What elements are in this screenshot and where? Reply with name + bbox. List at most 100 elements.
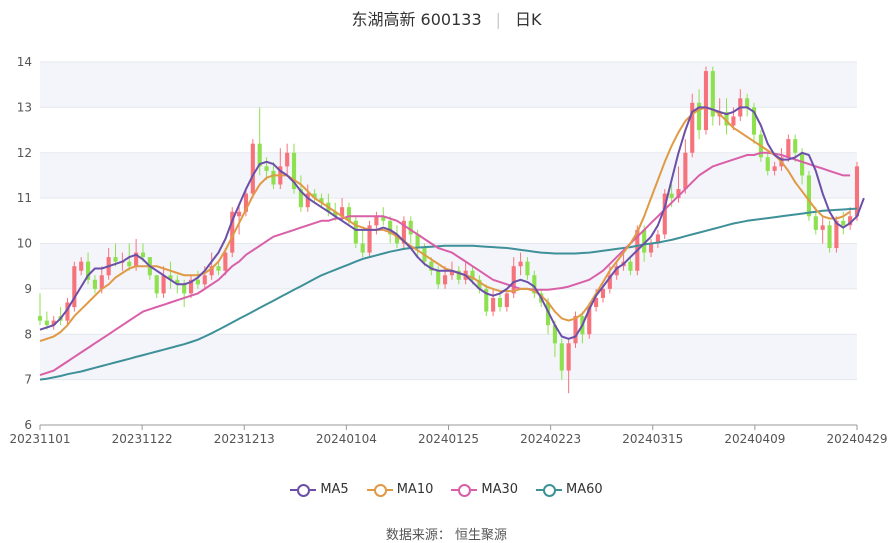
candle-body	[230, 211, 235, 253]
grid-band	[40, 152, 857, 199]
y-tick-label: 10	[17, 237, 32, 251]
legend-ma10[interactable]: MA10	[366, 482, 434, 497]
x-tick-label: 20240315	[622, 432, 683, 446]
candle-body	[92, 279, 97, 289]
stock-name: 东湖高新 600133	[351, 10, 482, 29]
candle-body	[415, 234, 420, 249]
ma60-line	[39, 207, 858, 381]
candle-body	[820, 225, 825, 230]
candle-body	[676, 189, 681, 199]
candle-body	[697, 102, 702, 131]
y-tick-label: 7	[24, 373, 32, 387]
candle-body	[587, 307, 592, 335]
candle-body	[353, 220, 358, 244]
x-tick-label: 20240409	[724, 432, 785, 446]
candle-body	[168, 275, 173, 280]
legend-ma30[interactable]: MA30	[451, 482, 518, 497]
legend-ma60-label: MA60	[566, 482, 603, 497]
candle-body	[800, 152, 805, 176]
legend-ma30-marker	[451, 483, 478, 497]
candle-body	[614, 266, 619, 276]
candle-body	[642, 229, 647, 253]
candle-body	[209, 266, 214, 276]
candle-body	[285, 152, 290, 167]
candle-body	[628, 261, 633, 271]
candle-body	[257, 143, 262, 167]
candle-body	[518, 261, 523, 267]
candle-body	[573, 316, 578, 344]
x-tick-label: 20231122	[112, 432, 173, 446]
grid-band	[40, 62, 857, 108]
legend-ma10-label: MA10	[396, 482, 434, 497]
candle-body	[710, 71, 715, 117]
candle-body	[655, 234, 660, 244]
candle-body	[312, 193, 317, 199]
grid-band	[40, 334, 857, 380]
candle-body	[134, 252, 139, 267]
candle-body	[99, 275, 104, 289]
y-tick-label: 14	[17, 55, 32, 69]
candle-body	[175, 279, 180, 285]
candle-body	[113, 257, 118, 262]
y-tick-label: 9	[24, 282, 32, 296]
legend-ma5[interactable]: MA5	[290, 482, 349, 497]
candle-body	[367, 225, 372, 253]
candle-body	[566, 343, 571, 371]
candle-body	[504, 293, 509, 308]
candle-body	[683, 152, 688, 190]
candle-body	[85, 261, 91, 280]
candle-body	[834, 220, 839, 249]
candle-body	[827, 225, 832, 249]
candle-body	[381, 216, 386, 221]
candle-body	[161, 275, 166, 294]
candle-body	[470, 270, 475, 280]
legend: MA5 MA10 MA30 MA60	[0, 482, 893, 497]
candle-body	[305, 193, 310, 208]
x-tick-label: 20240223	[520, 432, 581, 446]
data-source: 数据来源： 恒生聚源	[385, 528, 508, 543]
candle-body	[648, 243, 654, 253]
y-tick-label: 11	[17, 191, 32, 205]
candle-body	[37, 316, 43, 321]
candle-body	[388, 220, 393, 235]
candlestick-plot: 6 7 8 9 10 11 12 13 14 20231101 20231122 20231213 20…	[9, 55, 887, 446]
candle-body	[793, 139, 798, 153]
legend-ma60[interactable]: MA60	[536, 482, 603, 497]
legend-ma5-label: MA5	[320, 482, 349, 497]
candle-body	[559, 343, 564, 371]
ma5-line	[39, 106, 865, 340]
candle-body	[319, 198, 324, 203]
candle-body	[545, 302, 551, 326]
y-tick-label: 13	[17, 100, 32, 114]
chart-title: 东湖高新 600133 | 日K	[0, 6, 893, 30]
candle-body	[374, 216, 379, 226]
candle-body	[786, 139, 791, 158]
candle-body	[449, 270, 454, 276]
candle-body	[525, 261, 530, 276]
candle-body	[484, 288, 489, 312]
candle-body	[429, 261, 434, 271]
candle-body	[662, 193, 667, 235]
candle-body	[751, 107, 757, 135]
candle-body	[291, 152, 297, 190]
candle-body	[600, 288, 606, 298]
candle-body	[65, 302, 70, 321]
candle-body	[188, 279, 194, 294]
y-tick-label: 6	[24, 418, 32, 432]
candle-body	[237, 211, 242, 217]
candle-body	[806, 175, 812, 217]
candle-body	[79, 261, 84, 271]
x-tick-label: 20240429	[826, 432, 887, 446]
candle-body	[477, 279, 482, 289]
ma30-line	[39, 151, 851, 377]
candle-body	[436, 270, 441, 285]
candle-body	[298, 189, 303, 208]
x-tick-label: 20231101	[9, 432, 70, 446]
candle-body	[607, 275, 612, 289]
candle-body	[271, 170, 276, 185]
candle-body	[202, 275, 207, 285]
candle-body	[401, 220, 406, 244]
candle-body	[594, 297, 599, 308]
y-tick-label: 8	[24, 327, 32, 341]
